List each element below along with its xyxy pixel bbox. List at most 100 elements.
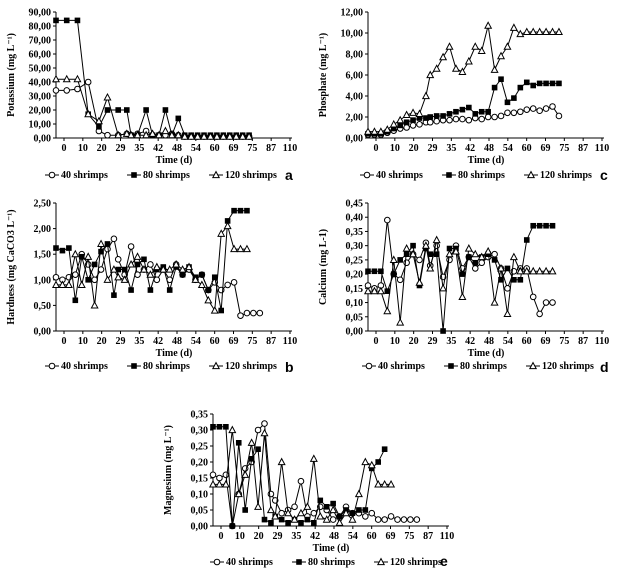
x-tick-label: 35	[134, 336, 144, 347]
data-point	[133, 252, 142, 260]
data-point	[146, 270, 155, 278]
x-axis-label: Time (d)	[468, 348, 505, 359]
x-tick-label: 35	[291, 531, 301, 542]
x-tick-label: 110	[595, 143, 609, 154]
data-point	[472, 259, 479, 266]
y-tick-label: 0,15	[346, 284, 364, 295]
data-point	[536, 310, 543, 318]
data-point	[184, 262, 194, 271]
data-point	[496, 263, 506, 272]
legend-label: 120 shrimps	[540, 170, 592, 181]
data-point	[250, 309, 257, 317]
x-tick-label: 48	[484, 336, 494, 347]
data-point	[427, 114, 434, 120]
data-point	[484, 113, 492, 121]
data-point	[397, 122, 403, 129]
data-point	[542, 27, 551, 36]
x-tick-label: 75	[404, 531, 414, 542]
data-point	[356, 507, 362, 513]
data-point	[153, 276, 161, 284]
y-tick-label: 10,00	[341, 29, 364, 40]
panel-a: 0,00 10,00 20,00 30,00 40,00 50,00 60,00 70,00 8…	[6, 8, 297, 184]
data-point	[452, 115, 460, 123]
data-point	[256, 309, 264, 317]
data-point	[446, 111, 453, 117]
legend-label: 40 shrimps	[378, 361, 425, 372]
x-axis-label: Time (d)	[156, 155, 193, 166]
y-tick-label: 0,10	[346, 298, 364, 309]
y-axis-label: Potassium (mg L⁻¹)	[6, 33, 17, 117]
data-point	[451, 64, 460, 72]
data-point	[303, 502, 312, 510]
data-point	[84, 78, 92, 86]
data-point	[543, 80, 549, 87]
data-point	[464, 244, 473, 252]
data-point	[390, 125, 397, 132]
data-point	[103, 275, 112, 283]
data-point	[128, 287, 134, 293]
data-point	[285, 520, 291, 526]
data-point	[266, 505, 275, 514]
data-point	[230, 244, 239, 253]
data-point	[478, 108, 485, 115]
panel-label: e	[440, 553, 448, 569]
y-tick-label: 8,00	[346, 50, 364, 61]
data-point	[484, 21, 493, 29]
data-point	[77, 280, 86, 289]
data-point	[517, 84, 524, 91]
data-point	[413, 516, 421, 523]
data-point	[433, 251, 440, 257]
x-axis-label: Time (d)	[468, 155, 505, 166]
data-point	[174, 130, 183, 139]
data-point	[471, 249, 480, 258]
data-point	[536, 222, 543, 229]
data-point	[375, 459, 381, 465]
data-point	[84, 109, 93, 118]
y-tick-label: 0,00	[191, 522, 209, 533]
y-tick-label: 2,00	[34, 224, 52, 235]
data-point	[396, 318, 405, 326]
data-point	[516, 266, 525, 275]
x-tick-label: 10	[390, 143, 400, 154]
data-point	[529, 105, 537, 112]
legend-marker	[526, 170, 536, 179]
data-point	[148, 129, 157, 137]
data-point	[209, 471, 217, 479]
y-tick-label: 0,35	[346, 227, 364, 238]
data-point	[543, 222, 549, 229]
data-point	[384, 288, 391, 294]
data-point	[523, 106, 531, 113]
y-tick-label: 6,00	[346, 71, 364, 82]
data-point	[271, 511, 280, 520]
series-square	[53, 207, 250, 314]
series-triangle	[51, 74, 254, 140]
data-point	[433, 117, 440, 125]
data-point	[122, 129, 131, 137]
data-point	[139, 265, 148, 273]
data-point	[71, 249, 80, 258]
data-point	[179, 271, 186, 278]
data-point	[511, 277, 517, 283]
legend-marker	[446, 172, 452, 178]
data-point	[478, 259, 486, 267]
panel-label: b	[285, 359, 294, 375]
data-point	[409, 108, 418, 116]
data-point	[363, 286, 373, 295]
data-point	[522, 266, 531, 275]
data-point	[245, 132, 254, 140]
x-tick-label: 60	[210, 336, 220, 347]
x-tick-label: 10	[78, 336, 88, 347]
data-point	[242, 244, 251, 253]
y-tick-label: 0,20	[346, 270, 364, 281]
data-point	[530, 222, 536, 229]
legend-marker	[448, 363, 454, 369]
data-point	[554, 27, 563, 36]
data-point	[426, 263, 435, 272]
data-point	[555, 112, 563, 120]
data-point	[85, 277, 91, 283]
data-point	[548, 266, 557, 275]
data-point	[370, 127, 379, 135]
data-point	[446, 245, 453, 252]
data-point	[90, 300, 99, 309]
x-tick-label: 42	[153, 336, 163, 347]
